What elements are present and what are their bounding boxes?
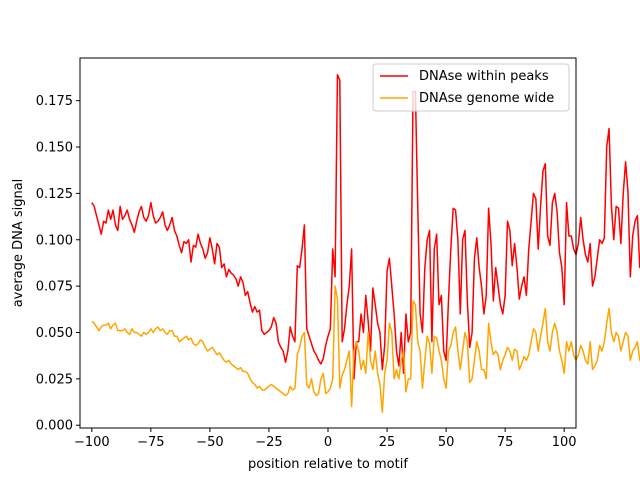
x-tick-label: −50: [196, 435, 223, 450]
y-axis: 0.000 0.025 0.050 0.075 0.100 0.125 0.150 0.175: [36, 94, 80, 434]
legend-label-dnase-genome-wide: DNAse genome wide: [419, 91, 554, 106]
y-tick-label: 0.150: [36, 141, 73, 156]
series-line-dnase-genome-wide: [91, 285, 640, 413]
x-tick-label: 0: [324, 435, 332, 450]
x-tick-label: 75: [497, 435, 514, 450]
y-axis-label: average DNA signal: [11, 179, 26, 308]
legend: DNAse within peaks DNAse genome wide: [372, 63, 570, 112]
y-tick-label: 0.075: [36, 280, 73, 295]
series-line-dnase-within-peaks: [91, 73, 640, 380]
x-tick-label: 25: [379, 435, 396, 450]
y-tick-label: 0.000: [36, 419, 73, 434]
x-tick-label: −100: [74, 435, 110, 450]
legend-label-dnase-within-peaks: DNAse within peaks: [419, 69, 549, 84]
series-layer: [91, 73, 640, 413]
x-axis-label: position relative to motif: [248, 457, 408, 472]
y-tick-label: 0.025: [36, 372, 73, 387]
y-tick-label: 0.175: [36, 94, 73, 109]
x-tick-label: 50: [438, 435, 455, 450]
x-tick-label: 100: [552, 435, 577, 450]
y-tick-label: 0.100: [36, 233, 73, 248]
x-axis: −100 −75 −50 −25 0 25 50 75 100: [74, 428, 577, 450]
y-tick-label: 0.050: [36, 326, 73, 341]
x-tick-label: −75: [137, 435, 164, 450]
x-tick-label: −25: [255, 435, 282, 450]
legend-box: [372, 63, 570, 112]
y-tick-label: 0.125: [36, 187, 73, 202]
plot-frame: [79, 57, 577, 429]
